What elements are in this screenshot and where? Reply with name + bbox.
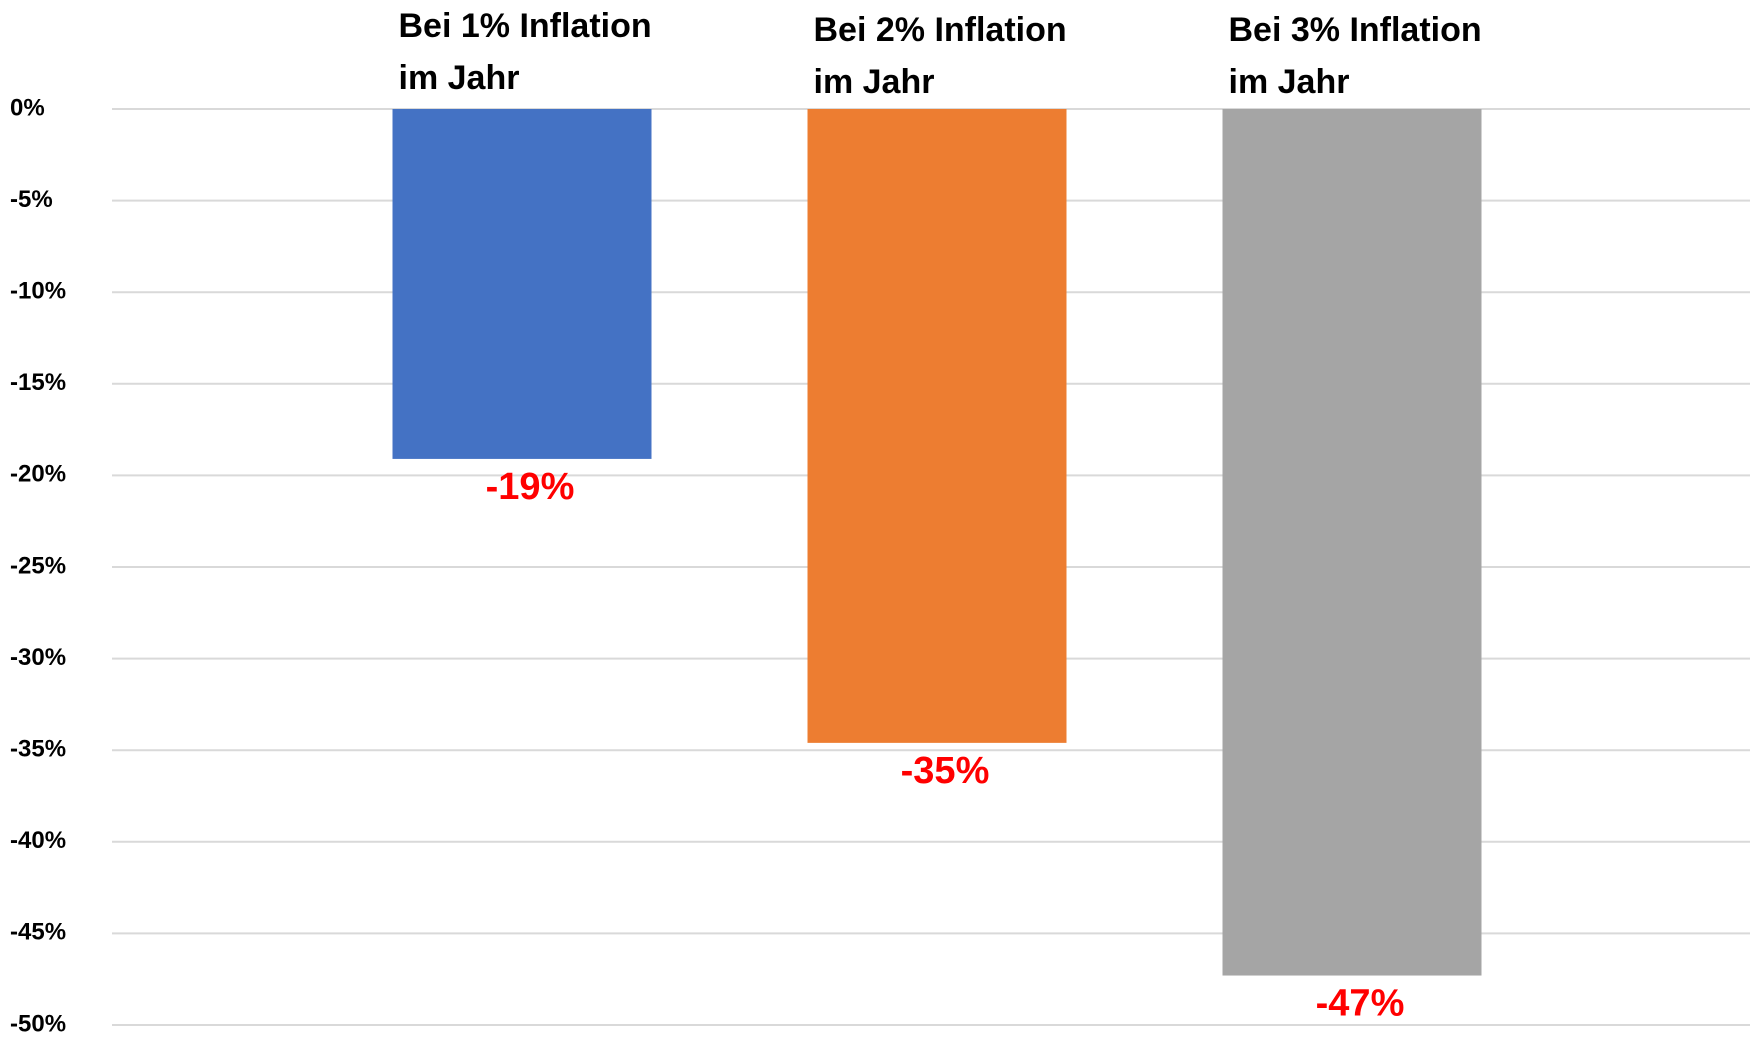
- y-tick-label: 0%: [10, 94, 45, 121]
- y-tick-label: -10%: [10, 278, 66, 305]
- y-tick-label: -20%: [10, 461, 66, 488]
- bar: [807, 109, 1067, 743]
- value-label: -19%: [486, 466, 575, 508]
- category-label: Bei 1% Inflation im Jahr: [398, 7, 652, 97]
- y-tick-label: -25%: [10, 552, 66, 579]
- bar: [392, 109, 652, 459]
- bar: [1222, 109, 1482, 976]
- value-label: -35%: [901, 750, 990, 792]
- category-label: Bei 2% Inflation im Jahr: [813, 11, 1067, 101]
- y-tick-label: -15%: [10, 369, 66, 396]
- y-tick-label: -50%: [10, 1010, 66, 1037]
- y-tick-label: -40%: [10, 827, 66, 854]
- y-tick-label: -35%: [10, 736, 66, 763]
- y-tick-label: -45%: [10, 919, 66, 946]
- value-label: -47%: [1316, 983, 1405, 1025]
- y-tick-label: -5%: [10, 186, 53, 213]
- category-label: Bei 3% Inflation im Jahr: [1228, 11, 1482, 101]
- y-tick-label: -30%: [10, 644, 66, 671]
